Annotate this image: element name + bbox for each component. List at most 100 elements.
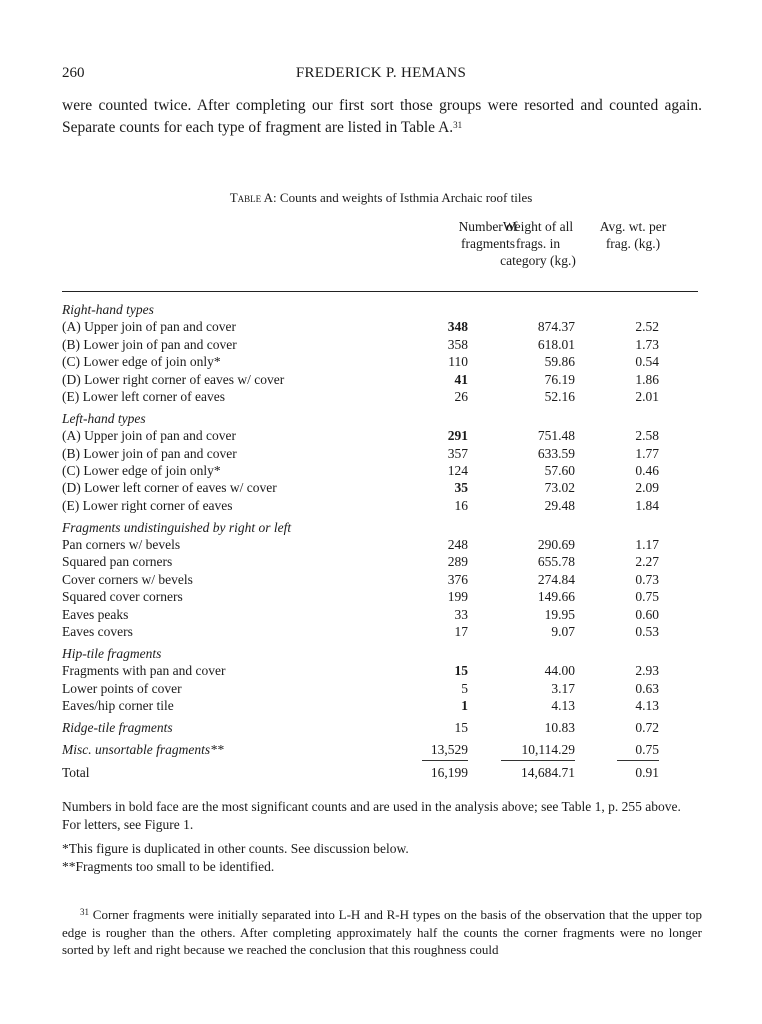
fragment-count: 289 [447,554,468,570]
weight-kg: 290.69 [537,537,575,553]
row-label: Left-hand types [62,410,146,426]
section-heading-row: Hip-tile fragments [62,645,698,662]
row-label: Misc. unsortable fragments** [62,741,224,757]
row-label: Pan corners w/ bevels [62,537,181,553]
row-label: Squared cover corners [62,589,183,605]
row-label: (C) Lower edge of join only* [62,463,221,479]
weight-kg: 73.02 [544,480,575,496]
weight-kg: 874.37 [537,319,575,335]
fragment-count: 1 [461,698,468,714]
row-label: (A) Upper join of pan and cover [62,428,236,444]
data-table: Number of fragments Weight of all frags.… [62,216,698,782]
caption-text: Counts and weights of Isthmia Archaic ro… [276,190,533,205]
row-label: (D) Lower left corner of eaves w/ cover [62,480,277,496]
row-label: Ridge-tile fragments [62,719,173,735]
weight-kg: 19.95 [544,606,575,622]
weight-kg: 655.78 [537,554,575,570]
row-label: (E) Lower left corner of eaves [62,388,226,404]
double-star-note: **Fragments too small to be identified. [62,858,275,874]
table-row: (D) Lower right corner of eaves w/ cover… [62,371,698,388]
table-row: Lower points of cover 5 3.17 0.63 [62,680,698,697]
table-row: (C) Lower edge of join only* 124 57.60 0.46 [62,462,698,479]
section-heading-row: Right-hand types [62,301,698,318]
fragment-count: 110 [448,354,468,370]
table-row: (B) Lower join of pan and cover 357 633.59… [62,445,698,462]
avg-weight-kg: 0.46 [635,463,659,479]
fragment-count: 17 [454,624,469,640]
row-label: Squared pan corners [62,554,173,570]
table-row: (A) Upper join of pan and cover 291 751.48… [62,427,698,444]
column-header-count: Number of fragments [458,219,518,251]
fragment-count: 124 [447,463,468,479]
fragment-count: 16 [454,497,469,513]
avg-weight-kg: 0.54 [635,354,659,370]
fragment-count: 35 [454,480,469,496]
row-label: Hip-tile fragments [62,645,162,661]
footnote: 31 Corner fragments were initially separ… [62,906,702,959]
avg-weight-kg: 1.86 [635,371,659,387]
bold-note: Numbers in bold face are the most signif… [62,799,681,832]
weight-kg: 751.48 [537,428,575,444]
rule [617,760,659,762]
footnote-ref: 31 [453,119,463,130]
avg-weight-kg: 2.52 [635,319,659,335]
section-heading-row: Fragments undistinguished by right or le… [62,519,698,536]
row-label: (B) Lower join of pan and cover [62,336,237,352]
fragment-count: 5 [461,680,468,696]
table-row: (E) Lower left corner of eaves 26 52.16 2.0… [62,388,698,405]
row-label: Right-hand types [62,302,154,317]
total-rules [62,758,698,764]
fragment-count: 248 [447,537,468,553]
footnote-number: 31 [80,907,89,917]
total-avg: 0.91 [635,765,659,781]
total-weight: 14,684.71 [521,765,575,781]
row-label: Fragments with pan and cover [62,663,226,679]
paragraph-text: were counted twice. After completing our… [62,97,702,136]
avg-weight-kg: 1.17 [635,537,659,553]
avg-weight-kg: 1.84 [635,497,659,513]
total-row: Total 16,199 14,684.71 0.91 [62,764,698,781]
fragment-count: 26 [454,388,469,404]
fragment-count: 291 [447,428,468,444]
weight-kg: 57.60 [544,463,575,479]
fragment-count: 15 [454,663,469,679]
fragment-count: 376 [447,571,468,587]
star-note: *This figure is duplicated in other coun… [62,841,409,856]
fragment-count: 348 [447,319,468,335]
avg-weight-kg: 2.01 [635,388,659,404]
section-heading-row: Misc. unsortable fragments** 13,529 10,114… [62,741,698,758]
avg-weight-kg: 1.77 [635,445,659,461]
weight-kg: 44.00 [544,663,575,679]
fragment-count: 13,529 [430,741,468,757]
avg-weight-kg: 2.93 [635,663,659,679]
fragment-count: 33 [454,606,469,622]
page-number: 260 [62,65,85,81]
fragment-count: 199 [447,589,468,605]
weight-kg: 9.07 [551,624,575,640]
row-label: (B) Lower join of pan and cover [62,445,237,461]
avg-weight-kg: 0.75 [635,589,659,605]
table-row: Eaves covers 17 9.07 0.53 [62,623,698,640]
avg-weight-kg: 0.60 [635,606,659,622]
avg-weight-kg: 4.13 [635,698,659,714]
body-paragraph: were counted twice. After completing our… [62,95,702,138]
row-label: (D) Lower right corner of eaves w/ cover [62,371,285,387]
weight-kg: 29.48 [544,497,575,513]
section-heading-row: Left-hand types [62,410,698,427]
total-count: 16,199 [430,765,468,781]
fragment-count: 358 [447,336,468,352]
row-label: Eaves covers [62,624,133,640]
table-row: (D) Lower left corner of eaves w/ cover 3… [62,479,698,496]
table-row: Eaves peaks 33 19.95 0.60 [62,606,698,623]
avg-weight-kg: 0.63 [635,680,659,696]
table-caption: Table A: Counts and weights of Isthmia A… [0,190,762,206]
weight-kg: 59.86 [544,354,575,370]
row-label: Eaves/hip corner tile [62,698,174,714]
table-notes: Numbers in bold face are the most signif… [62,798,702,875]
row-label: Fragments undistinguished by right or le… [62,519,292,535]
table-header: Number of fragments Weight of all frags.… [62,216,698,292]
row-label: (A) Upper join of pan and cover [62,319,236,335]
footnote-text: Corner fragments were initially separate… [62,907,702,957]
weight-kg: 76.19 [544,371,575,387]
table-row: Fragments with pan and cover 15 44.00 2.93 [62,662,698,679]
